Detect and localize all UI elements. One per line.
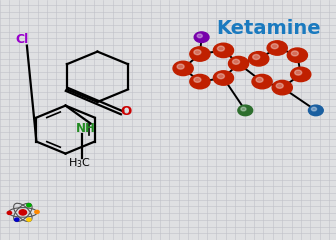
Circle shape [249, 52, 269, 66]
Circle shape [35, 210, 39, 214]
Circle shape [276, 83, 283, 88]
Circle shape [252, 74, 272, 89]
Circle shape [295, 70, 302, 75]
Circle shape [311, 107, 317, 111]
Circle shape [197, 34, 202, 38]
Circle shape [19, 210, 27, 215]
Circle shape [271, 44, 278, 49]
Text: O: O [120, 105, 132, 118]
Circle shape [267, 41, 287, 55]
Circle shape [287, 48, 307, 62]
Circle shape [238, 105, 253, 116]
Text: Cl: Cl [15, 33, 29, 46]
Text: NH: NH [76, 122, 96, 135]
Circle shape [241, 107, 246, 111]
Circle shape [190, 47, 210, 61]
Circle shape [217, 74, 224, 79]
Text: H$_3$C: H$_3$C [68, 156, 90, 170]
Text: Ketamine: Ketamine [216, 19, 321, 38]
Circle shape [213, 71, 234, 85]
Circle shape [190, 74, 210, 89]
Circle shape [173, 61, 193, 76]
Circle shape [213, 43, 234, 58]
Circle shape [308, 105, 323, 116]
Circle shape [217, 46, 224, 51]
Circle shape [272, 80, 292, 95]
Circle shape [7, 211, 11, 215]
Circle shape [194, 32, 209, 42]
Circle shape [177, 64, 184, 69]
Circle shape [27, 204, 31, 207]
Circle shape [253, 54, 260, 60]
Circle shape [194, 50, 201, 55]
Circle shape [194, 77, 201, 82]
Circle shape [27, 218, 31, 221]
Circle shape [233, 59, 240, 64]
Circle shape [291, 67, 311, 82]
Circle shape [15, 218, 19, 221]
Circle shape [256, 77, 263, 82]
Circle shape [291, 51, 298, 56]
Circle shape [228, 56, 249, 71]
